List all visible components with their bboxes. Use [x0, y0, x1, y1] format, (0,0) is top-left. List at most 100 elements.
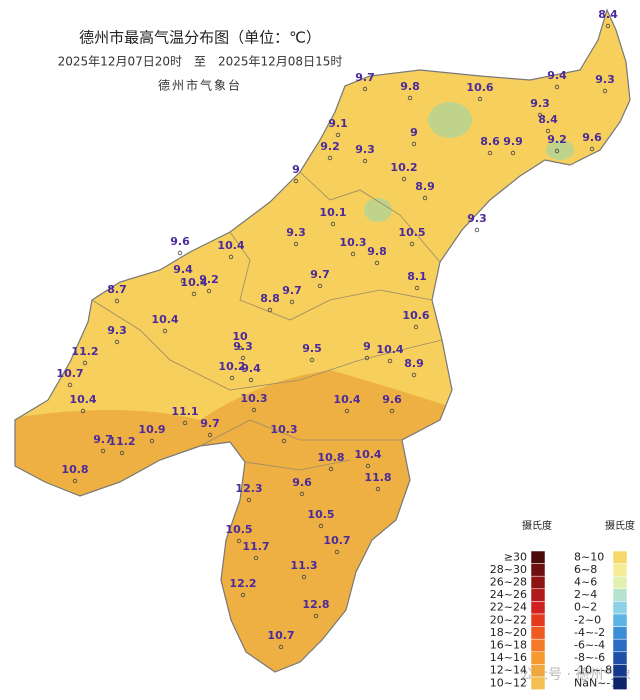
- station-dot: [411, 372, 417, 378]
- station-dot: [414, 285, 420, 291]
- legend-label: 4~6: [574, 576, 597, 589]
- station-value: 10.4: [217, 239, 244, 252]
- station-value: 8.8: [260, 292, 280, 305]
- station-value: 11.2: [108, 435, 135, 448]
- station-value: 11.2: [71, 345, 98, 358]
- station-value: 9.6: [170, 235, 190, 248]
- station-dot: [602, 88, 608, 94]
- legend-label: 20~22: [490, 613, 527, 626]
- legend-swatch: [530, 613, 546, 627]
- station-dot: [206, 288, 212, 294]
- legend-label: 12~14: [490, 664, 527, 677]
- legend-swatch: [530, 651, 546, 665]
- station-dot: [237, 345, 243, 351]
- legend-label: -2~0: [574, 613, 601, 626]
- station-dot: [554, 148, 560, 154]
- station-value: 11.8: [364, 471, 391, 484]
- legend-label: 0~2: [574, 601, 597, 614]
- station-value: 11.7: [242, 540, 269, 553]
- station-value: 9.7: [282, 284, 302, 297]
- legend-swatch: [612, 613, 628, 627]
- legend-label: 22~24: [490, 601, 527, 614]
- station-value: 11.1: [171, 405, 198, 418]
- station-value: 9.5: [302, 342, 322, 355]
- station-value: 10.3: [339, 236, 366, 249]
- station-value: 10.6: [402, 309, 429, 322]
- station-dot: [605, 23, 611, 29]
- legend-label: -6~-4: [574, 639, 605, 652]
- station-value: 10.4: [69, 393, 96, 406]
- station-value: 10.4: [180, 276, 207, 289]
- station-dot: [510, 150, 516, 156]
- legend-swatch: [612, 575, 628, 590]
- station-value: 9.3: [233, 340, 253, 353]
- station-value: 12.3: [235, 482, 262, 495]
- station-dot: [389, 408, 395, 414]
- station-dot: [177, 250, 183, 256]
- station-value: 10.7: [323, 534, 350, 547]
- station-value: 9.3: [467, 212, 487, 225]
- station-value: 12.8: [302, 598, 329, 611]
- legend-label: -4~-2: [574, 626, 605, 639]
- legend-label: 2~4: [574, 588, 597, 601]
- station-value: 9.2: [547, 133, 567, 146]
- station-value: 10.2: [390, 161, 417, 174]
- title: 德州市最高气温分布图（单位：℃）: [79, 29, 321, 47]
- station-value: 10.5: [307, 508, 334, 521]
- station-dot: [335, 132, 341, 138]
- station-dot: [334, 549, 340, 555]
- station-value: 9.3: [595, 73, 615, 86]
- station-dot: [301, 574, 307, 580]
- station-dot: [409, 241, 415, 247]
- station-dot: [318, 523, 324, 529]
- station-value: 10.8: [61, 463, 88, 476]
- legend-swatch: [530, 601, 546, 615]
- station-value: 12.2: [229, 577, 256, 590]
- station-value: 9.9: [503, 135, 523, 148]
- station-value: 9.3: [107, 324, 127, 337]
- legend-label: 28~30: [490, 563, 527, 576]
- legend-label: ≥30: [504, 550, 527, 563]
- station-value: 10.5: [225, 523, 252, 536]
- legend-swatch: [612, 550, 628, 564]
- station-value: 10.8: [317, 451, 344, 464]
- station-value: 9.8: [367, 245, 387, 258]
- legend-swatch: [612, 601, 628, 615]
- station-dot: [374, 260, 380, 266]
- station-value: 9.1: [328, 117, 348, 130]
- station-value: 8.7: [107, 283, 127, 296]
- station-dot: [149, 438, 155, 444]
- station-value: 9.4: [547, 69, 567, 82]
- station-dot: [487, 150, 493, 156]
- legend-swatch: [530, 664, 546, 678]
- station-dot: [114, 298, 120, 304]
- station-dot: [281, 438, 287, 444]
- station-value: 10.4: [376, 343, 403, 356]
- station-value: 9.7: [310, 268, 330, 281]
- station-value: 10.7: [56, 367, 83, 380]
- legend-swatch: [612, 664, 628, 678]
- station-dot: [330, 221, 336, 227]
- legend-swatch: [530, 676, 546, 690]
- station-dot: [80, 408, 86, 414]
- station-dot: [114, 339, 120, 345]
- station-value: 10.4: [354, 448, 381, 461]
- station-dot: [299, 491, 305, 497]
- station-value: 10.4: [333, 393, 360, 406]
- station-value: 9: [410, 126, 418, 139]
- station-dot: [293, 178, 299, 184]
- legend-label: NaN~-10: [574, 676, 624, 689]
- legend-swatch: [612, 638, 628, 653]
- station-value: 10.7: [267, 629, 294, 642]
- station-value: 9.6: [292, 476, 312, 489]
- station-dot: [474, 227, 480, 233]
- legend-swatch: [530, 638, 546, 653]
- station-dot: [477, 96, 483, 102]
- watermark: 公众号 · 德州气象: [520, 667, 631, 683]
- legend-label: 24~26: [490, 588, 527, 601]
- station-dot: [401, 176, 407, 182]
- station-dot: [362, 158, 368, 164]
- station-value: 9.2: [320, 140, 340, 153]
- station-dot: [554, 84, 560, 90]
- station-dot: [248, 377, 254, 383]
